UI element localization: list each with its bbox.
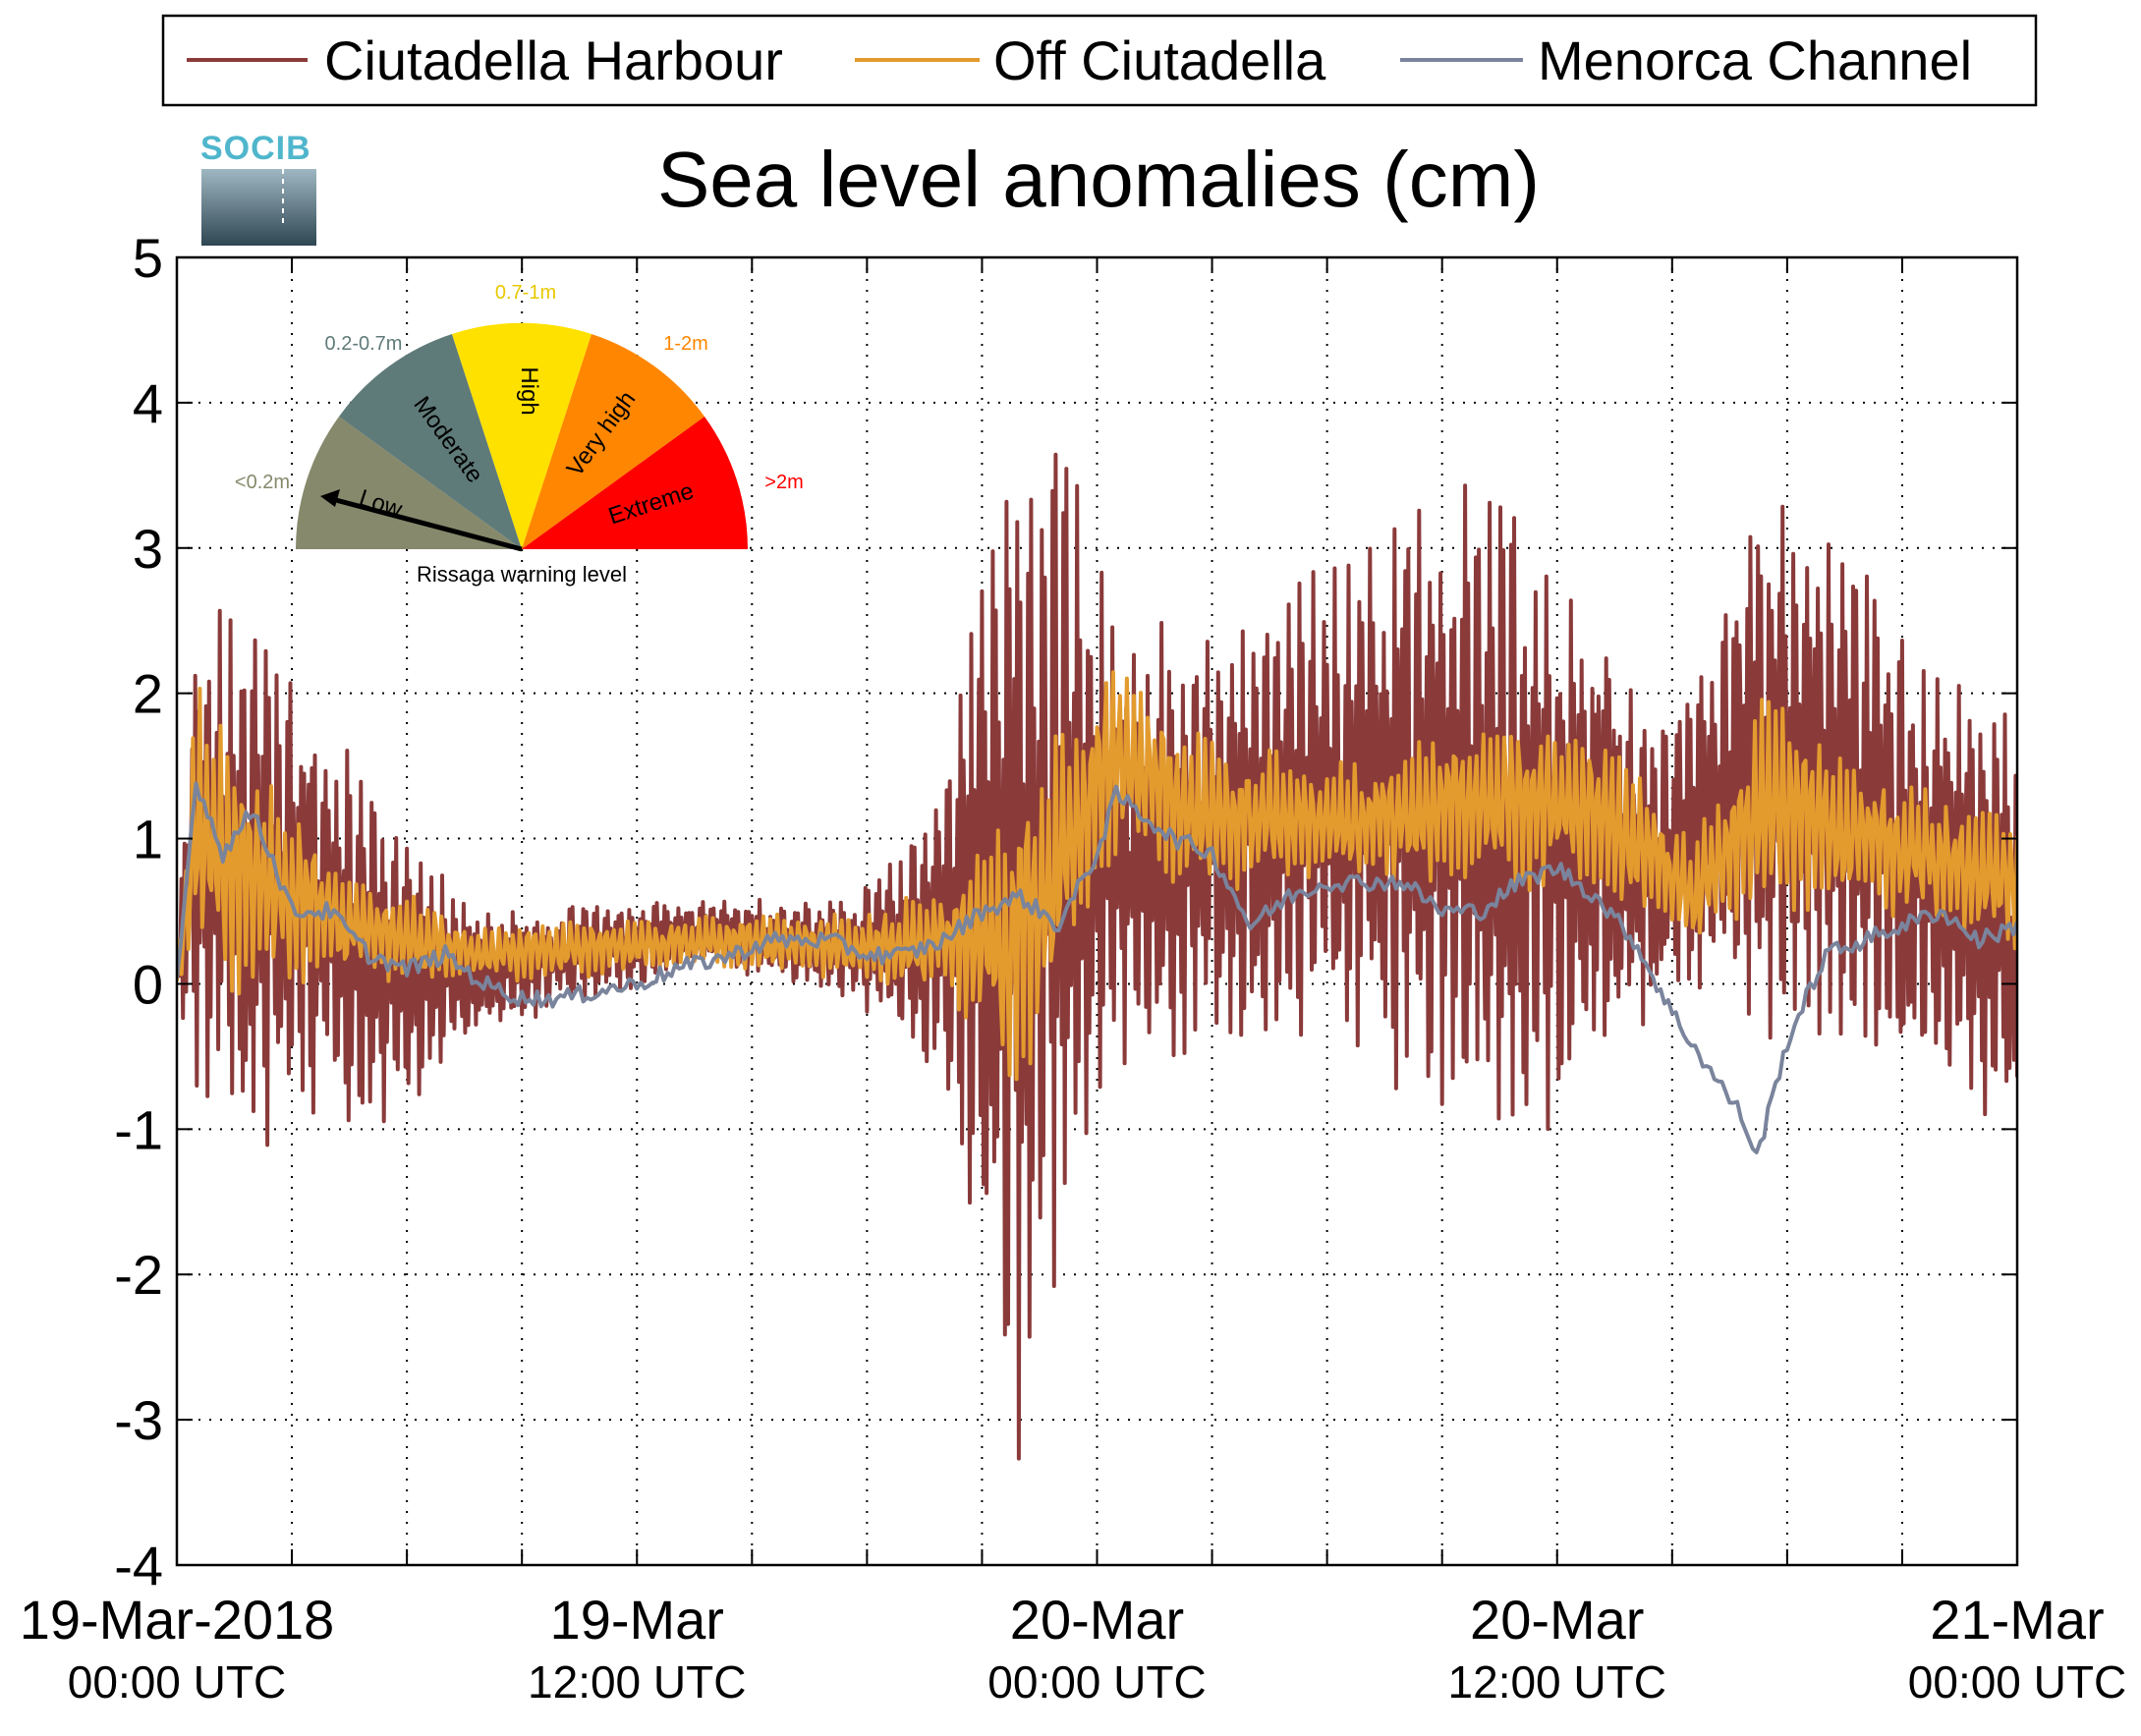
- gauge-range-moderate: 0.2-0.7m: [325, 333, 403, 355]
- gauge-needle-tip: [320, 489, 340, 507]
- gauge-needle: [331, 496, 523, 552]
- gauge-segment-moderate: [339, 334, 522, 549]
- x-tick-label-time: 00:00 UTC: [68, 1656, 286, 1708]
- y-tick-label: -2: [114, 1244, 163, 1306]
- y-tick-label: 1: [133, 809, 163, 870]
- y-tick-label: -3: [114, 1389, 163, 1451]
- gauge-range-low: <0.2m: [235, 472, 290, 493]
- x-tick-label-date: 21-Mar: [1930, 1589, 2104, 1651]
- logo-text: SOCIB: [200, 130, 311, 167]
- y-tick-label: 3: [133, 518, 163, 580]
- chart-title: Sea level anomalies (cm): [657, 136, 1540, 223]
- gauge-range-extreme: >2m: [764, 472, 803, 493]
- plot-area: [177, 452, 2017, 1461]
- y-tick-label: 2: [133, 663, 163, 725]
- y-tick-label: -4: [114, 1535, 163, 1596]
- x-tick-label-time: 12:00 UTC: [1448, 1656, 1666, 1708]
- gauge-segment-very-high: [522, 334, 704, 549]
- legend-item-off-ciutadella: Off Ciutadella: [855, 29, 1326, 91]
- x-tick-label-time: 00:00 UTC: [987, 1656, 1206, 1708]
- y-axis-tick-labels: 5 4 3 2 1 0 -1 -2 -3 -4: [114, 227, 163, 1596]
- legend: Ciutadella Harbour Off Ciutadella Menorc…: [161, 14, 2038, 107]
- y-tick-label: 4: [133, 372, 163, 434]
- y-tick-label: 0: [133, 953, 163, 1015]
- series-line-ciutadella-harbour: [177, 452, 2017, 1461]
- x-tick-label-date: 19-Mar: [550, 1589, 724, 1651]
- x-tick-label-date: 20-Mar: [1010, 1589, 1184, 1651]
- series-line-off-ciutadella: [177, 670, 2017, 1082]
- y-tick-label: 5: [133, 227, 163, 289]
- x-tick-label-date: 20-Mar: [1470, 1589, 1644, 1651]
- legend-item-menorca-channel: Menorca Channel: [1400, 29, 1972, 91]
- legend-item-ciutadella-harbour: Ciutadella Harbour: [187, 29, 783, 91]
- rissaga-warning-gauge: Low Moderate High Very high Extreme <0.2…: [235, 282, 804, 587]
- legend-label: Off Ciutadella: [993, 29, 1326, 91]
- gauge-segment-extreme: [522, 417, 748, 549]
- y-tick-label: -1: [114, 1098, 163, 1160]
- legend-label: Menorca Channel: [1538, 29, 1972, 91]
- gauge-segment-high: [452, 322, 592, 549]
- series-line-menorca-channel: [177, 781, 2017, 1154]
- socib-logo: SOCIB: [200, 130, 316, 246]
- gauge-range-high: 0.7-1m: [495, 282, 556, 304]
- gauge-caption: Rissaga warning level: [417, 562, 627, 587]
- axis-ticks: [177, 256, 2017, 1566]
- x-tick-label-time: 12:00 UTC: [528, 1656, 746, 1708]
- gauge-range-very-high: 1-2m: [663, 333, 708, 355]
- gauge-label-high: High: [516, 366, 542, 415]
- x-tick-label-date: 19-Mar-2018: [20, 1589, 335, 1651]
- logo-wave: [201, 169, 316, 246]
- gauge-segment-low: [296, 417, 522, 549]
- legend-label: Ciutadella Harbour: [324, 29, 783, 91]
- x-tick-label-time: 00:00 UTC: [1908, 1656, 2126, 1708]
